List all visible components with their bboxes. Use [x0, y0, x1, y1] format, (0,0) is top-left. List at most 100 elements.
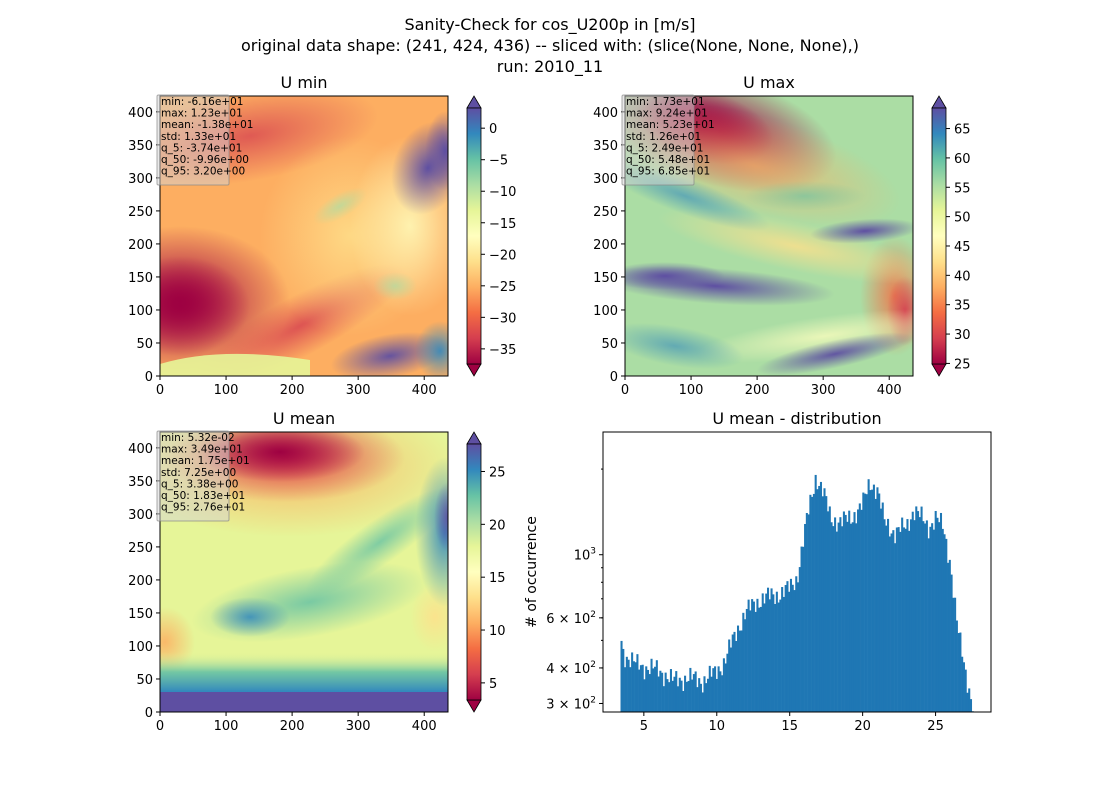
hist-bar [878, 493, 881, 712]
hist-bar [645, 666, 648, 712]
hist-bar [957, 633, 960, 712]
hist-bar [786, 581, 789, 712]
hist-bar [761, 593, 764, 712]
hist-xtick-label: 5 [640, 719, 648, 734]
umin-colorbar-tick-label: −20 [489, 248, 516, 263]
hist-bar [885, 525, 888, 712]
umax-colorbar: 65 60 55 50 45 40 35 30 25 [931, 95, 971, 377]
hist-bar [694, 671, 697, 712]
hist-bar [687, 680, 690, 712]
hist-bar [740, 630, 743, 712]
heatmaps [160, 96, 913, 712]
hist-bar [908, 530, 911, 712]
hist-bar [904, 528, 907, 712]
hist-bar [895, 527, 898, 712]
hist-bar [892, 530, 895, 712]
hist-bar [731, 634, 734, 712]
hist-bar [906, 519, 909, 712]
umean-south-gradient [160, 652, 448, 692]
hist-bar [952, 597, 955, 712]
umax-colorbar-tick-label: 30 [954, 328, 971, 343]
hist-bar [809, 494, 812, 712]
umin-ytick-label: 100 [128, 304, 153, 319]
umean-north-low-core [195, 432, 365, 482]
hist-bar [858, 503, 861, 712]
hist-bar [890, 533, 893, 712]
hist-bar [879, 508, 883, 712]
umin-frame [159, 95, 449, 377]
umin-colorbar-tick-label: 0 [489, 122, 497, 137]
hist-bar [662, 686, 665, 712]
hist-bar [668, 682, 671, 712]
hist-bar [629, 667, 632, 712]
umin-colorbar-tick-label: −35 [489, 343, 516, 358]
hist-bar [939, 512, 943, 712]
umin-colorbar-tick-label: −10 [489, 185, 516, 200]
umean-ytick-label: 0 [145, 706, 153, 721]
figure-title-line-1: Sanity-Check for cos_U200p in [m/s] [404, 15, 695, 35]
hist-bar [652, 668, 655, 712]
hist-bar [708, 665, 711, 712]
umax-colorbar-tick-label: 25 [954, 357, 971, 372]
umin-ytick-label: 350 [128, 139, 153, 154]
umax-colorbar-tick-label: 40 [954, 269, 971, 284]
umax-xtick-label: 0 [621, 383, 629, 398]
umean-colorbar-extend-max [466, 431, 482, 445]
umax-ytick-label: 250 [593, 205, 618, 220]
hist-bar [625, 656, 628, 712]
hist-bar [816, 489, 819, 712]
umax-colorbar-tick-label: 45 [954, 240, 971, 255]
hist-bar [959, 632, 962, 712]
hist-bar [964, 669, 967, 712]
hist-bar [835, 531, 838, 712]
umin-ytick-label: 400 [128, 106, 153, 121]
hist-bar [682, 690, 685, 712]
hist-bar [915, 506, 918, 712]
hist-bar [696, 687, 699, 712]
umin-stat-line: q_95: 3.20e+00 [161, 166, 245, 178]
hist-ytick-label: 3 × 102 [546, 695, 596, 712]
hist-bar [901, 517, 904, 712]
hist-bar [639, 665, 642, 712]
hist-bar [954, 597, 957, 712]
umin-colorbar: 0 −5 −10 −15 −20 −25 −30 −35 [466, 95, 516, 377]
umin-colorbar-tick-label: −5 [489, 154, 508, 169]
hist-bar [814, 474, 817, 712]
umax-stat-line: q_5: 2.49e+01 [626, 142, 703, 154]
umin-stat-line: mean: -1.38e+01 [161, 119, 253, 131]
hist-bar [961, 656, 964, 712]
hist-bar [779, 599, 782, 712]
hist-bar [676, 686, 680, 712]
hist-bar [825, 496, 828, 712]
umax-stats-box-bg [621, 94, 695, 186]
umax-stat-line: max: 9.24e+01 [626, 108, 708, 120]
hist-bar [774, 603, 777, 712]
hist-bar [772, 594, 775, 712]
umax-colorbar-tick-label: 50 [954, 211, 971, 226]
umin-green-spots-2 [373, 272, 417, 300]
umax-south-jet [756, 332, 913, 376]
hist-xtick-label: 20 [854, 719, 871, 734]
umean-east-high-core [434, 482, 448, 552]
umin-ytick-label: 250 [128, 205, 153, 220]
hist-bar [943, 534, 946, 712]
hist-bar [798, 567, 801, 712]
hist-bar [620, 640, 623, 712]
hist-bar [669, 669, 672, 712]
hist-bar [874, 498, 877, 712]
umean-title: U mean [273, 409, 335, 428]
hist-bar [726, 653, 729, 712]
umax-frame [624, 95, 914, 377]
hist-bar [751, 599, 754, 712]
umean-frame [159, 431, 449, 713]
hist-bar [719, 671, 722, 712]
hist-bar [872, 484, 875, 712]
hist-bar [648, 674, 651, 712]
umax-xtick-label: 100 [679, 383, 704, 398]
hist-bar [897, 527, 900, 712]
umean-ytick-label: 250 [128, 541, 153, 556]
umax-xtick-label: 400 [877, 383, 902, 398]
